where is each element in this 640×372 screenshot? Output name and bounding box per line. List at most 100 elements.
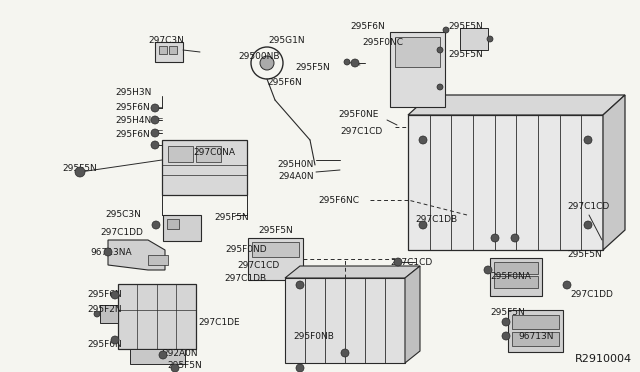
Bar [395,37,440,67]
Circle shape [443,27,449,33]
Text: 295F6NC: 295F6NC [318,196,359,205]
Text: 295F2N: 295F2N [87,305,122,314]
Bar [130,349,185,364]
Text: 295F0ND: 295F0ND [225,245,267,254]
Text: 295F5N: 295F5N [214,213,249,222]
Circle shape [502,318,510,326]
Text: 297C0NA: 297C0NA [193,148,235,157]
Text: 295G1N: 295G1N [268,36,305,45]
Circle shape [152,221,160,229]
Bar [118,284,196,349]
Text: 295F5N: 295F5N [490,308,525,317]
Circle shape [484,266,492,274]
Text: 295F5N: 295F5N [62,164,97,173]
Bar [408,115,603,250]
Text: 295F6N: 295F6N [87,340,122,349]
Text: 297C1DE: 297C1DE [198,318,239,327]
Circle shape [111,291,119,299]
Bar [490,258,542,296]
Bar [168,146,193,162]
Text: 295F5N: 295F5N [448,22,483,31]
Polygon shape [405,266,420,363]
Circle shape [151,104,159,112]
Bar [169,46,177,54]
Circle shape [502,332,510,340]
Circle shape [419,136,427,144]
Text: 295F6N: 295F6N [115,130,150,139]
Circle shape [437,47,443,53]
Polygon shape [603,95,625,250]
Polygon shape [408,95,625,115]
Text: 297C1CD: 297C1CD [237,261,279,270]
Polygon shape [285,266,420,278]
Circle shape [260,56,274,70]
Text: 297C3N: 297C3N [148,36,184,45]
Circle shape [344,59,350,65]
Text: 297C1DB: 297C1DB [415,215,457,224]
Text: R2910004: R2910004 [575,354,632,364]
Bar [196,146,221,162]
Bar [508,310,563,352]
Text: 297C1CD: 297C1CD [340,127,382,136]
Text: 295C3N: 295C3N [105,210,141,219]
Bar [155,42,183,62]
Text: 295F5N: 295F5N [258,226,292,235]
Bar [248,238,303,280]
Text: 295F0NC: 295F0NC [362,38,403,47]
Text: 295F6N: 295F6N [87,290,122,299]
Text: 295F0NE: 295F0NE [338,110,378,119]
Circle shape [94,311,100,317]
Text: 297C1DD: 297C1DD [100,228,143,237]
Text: 295H0N: 295H0N [277,160,314,169]
Bar [163,215,201,241]
Circle shape [296,364,304,372]
Text: 297C1CD: 297C1CD [567,202,609,211]
Text: 295F5N: 295F5N [295,63,330,72]
Bar [252,242,299,257]
Text: 295F5N: 295F5N [567,250,602,259]
Bar [159,46,167,54]
Bar [494,276,538,288]
Text: 295F0NA: 295F0NA [490,272,531,281]
Bar [390,32,445,107]
Text: 295H3N: 295H3N [115,88,152,97]
Text: 292A0N: 292A0N [162,349,198,358]
Text: 295F6N: 295F6N [267,78,301,87]
Circle shape [111,336,119,344]
Text: 295F6N: 295F6N [115,103,150,112]
Text: 96713N: 96713N [518,332,554,341]
Circle shape [563,281,571,289]
Circle shape [511,234,519,242]
Circle shape [419,221,427,229]
Text: 295F5N: 295F5N [167,361,202,370]
Circle shape [584,221,592,229]
Bar [512,332,559,346]
Text: 295F5N: 295F5N [448,50,483,59]
Bar [162,140,247,195]
Circle shape [351,59,359,67]
Circle shape [151,129,159,137]
Circle shape [75,167,85,177]
Bar [512,315,559,329]
Circle shape [341,349,349,357]
Circle shape [491,234,499,242]
Text: 96713NA: 96713NA [90,248,132,257]
Circle shape [171,364,179,372]
Circle shape [104,248,112,256]
Polygon shape [108,240,165,270]
Bar [494,262,538,274]
Bar [100,305,118,323]
Text: 295F0NB: 295F0NB [293,332,334,341]
Text: 295F6N: 295F6N [350,22,385,31]
Text: 294A0N: 294A0N [278,172,314,181]
Text: 29500NB: 29500NB [238,52,280,61]
Text: 297C1DD: 297C1DD [570,290,613,299]
Circle shape [437,84,443,90]
Circle shape [487,36,493,42]
Bar [148,255,168,265]
Circle shape [159,351,167,359]
Text: 295H4N: 295H4N [115,116,151,125]
Bar [285,278,405,363]
Text: 297C1DB: 297C1DB [224,274,266,283]
Circle shape [151,141,159,149]
